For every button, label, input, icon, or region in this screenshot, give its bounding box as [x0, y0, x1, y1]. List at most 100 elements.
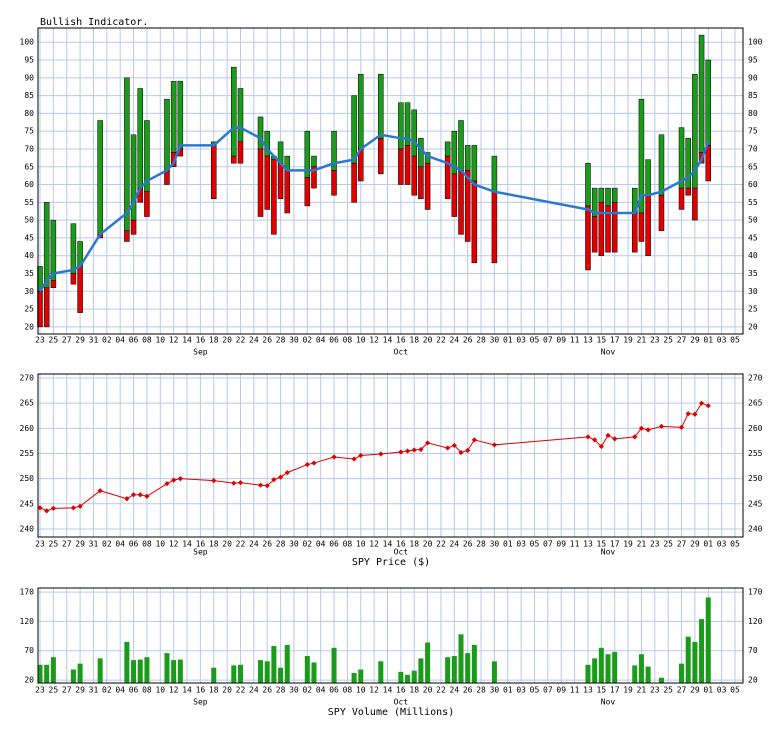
down-bar: [585, 205, 591, 271]
x-tick-label: 06: [129, 336, 139, 345]
y-tick-label: 70: [24, 144, 34, 153]
y-tick-label-right: 80: [748, 109, 758, 118]
y-tick-label-right: 65: [748, 162, 758, 171]
x-tick-label: 12: [169, 540, 179, 549]
price-marker: [658, 423, 665, 429]
x-tick-label: 21: [637, 336, 647, 345]
x-tick-label: 03: [516, 540, 526, 549]
up-bar: [705, 59, 712, 146]
up-bar: [70, 223, 77, 274]
price-marker: [130, 492, 137, 498]
x-tick-label: 22: [436, 686, 446, 695]
volume-bar: [304, 656, 310, 683]
x-tick-label: 20: [222, 686, 232, 695]
x-tick-label: 01: [703, 686, 713, 695]
x-tick-label: 25: [49, 336, 59, 345]
volume-bar: [378, 661, 384, 683]
x-tick-label: 29: [690, 686, 700, 695]
down-bar: [424, 162, 431, 210]
volume-bar: [278, 667, 284, 683]
down-bar: [77, 266, 83, 313]
x-tick-label: 02: [302, 686, 312, 695]
price-marker: [645, 427, 651, 433]
x-tick-label: 10: [356, 686, 366, 695]
volume-bar: [679, 663, 685, 683]
price-marker: [685, 411, 691, 417]
month-label: Nov: [601, 698, 616, 707]
price-line: [39, 402, 709, 512]
down-bar: [611, 202, 618, 253]
volume-bar: [70, 669, 76, 683]
plot-area: [38, 28, 743, 334]
price-marker: [50, 505, 56, 511]
y-tick-label-right: 240: [748, 524, 763, 533]
x-tick-label: 05: [730, 540, 740, 549]
up-bar: [598, 187, 605, 203]
down-bar: [130, 219, 137, 235]
x-tick-label: 03: [516, 686, 526, 695]
volume-bar: [592, 658, 598, 683]
price-marker: [592, 437, 598, 443]
down-bar: [451, 173, 458, 217]
price-marker: [311, 460, 317, 466]
volume-bar: [451, 656, 457, 683]
x-tick-label: 30: [490, 540, 500, 549]
x-tick-label: 07: [543, 686, 553, 695]
plot-area: [38, 374, 743, 537]
down-bar: [411, 155, 417, 196]
x-tick-label: 28: [276, 336, 286, 345]
up-bar: [177, 81, 184, 150]
x-tick-label: 14: [383, 686, 393, 695]
up-bar: [231, 66, 237, 157]
x-tick-label: 22: [436, 336, 446, 345]
down-bar: [331, 170, 337, 196]
y-tick-label: 20: [24, 676, 34, 685]
x-tick-label: 16: [396, 540, 406, 549]
x-tick-label: 12: [369, 540, 379, 549]
volume-bar: [97, 658, 103, 683]
y-tick-label: 65: [24, 162, 34, 171]
y-tick-label: 90: [24, 73, 34, 82]
down-bar: [144, 191, 150, 217]
x-tick-label: 20: [222, 336, 232, 345]
volume-bar: [585, 664, 591, 683]
x-tick-label: 30: [289, 540, 299, 549]
x-tick-label: 23: [650, 336, 660, 345]
x-tick-label: 12: [369, 336, 379, 345]
price-marker: [97, 488, 103, 494]
x-tick-label: 22: [236, 336, 246, 345]
x-tick-label: 05: [530, 336, 540, 345]
y-tick-label: 20: [24, 322, 34, 331]
price-marker: [358, 452, 364, 459]
x-tick-label: 19: [623, 540, 633, 549]
plot-border: [37, 27, 744, 335]
x-tick-label: 29: [75, 686, 85, 695]
x-tick-label: 10: [356, 540, 366, 549]
volume-bar: [211, 667, 217, 683]
y-tick-label-right: 55: [748, 198, 758, 207]
up-bar: [164, 98, 170, 171]
month-label: Nov: [601, 348, 616, 357]
y-tick-label: 170: [20, 588, 35, 597]
up-bar: [311, 155, 317, 168]
x-tick-label: 10: [155, 686, 165, 695]
x-tick-label: 28: [476, 540, 486, 549]
y-tick-label: 35: [24, 269, 34, 278]
volume-bar: [638, 654, 644, 683]
x-tick-label: 25: [663, 336, 673, 345]
price-marker: [277, 474, 284, 480]
x-tick-label: 24: [449, 540, 459, 549]
x-tick-label: 12: [169, 336, 179, 345]
x-tick-label: 14: [383, 336, 393, 345]
x-tick-label: 23: [35, 686, 45, 695]
volume-bar: [50, 657, 56, 683]
price-marker: [70, 505, 77, 511]
y-tick-label: 80: [24, 109, 34, 118]
x-tick-label: 29: [690, 336, 700, 345]
volume-bar: [351, 673, 357, 683]
down-bar: [444, 155, 451, 200]
down-bar: [257, 148, 264, 217]
price-marker: [678, 424, 685, 430]
x-tick-label: 06: [329, 686, 339, 695]
x-tick-label: 12: [169, 686, 179, 695]
